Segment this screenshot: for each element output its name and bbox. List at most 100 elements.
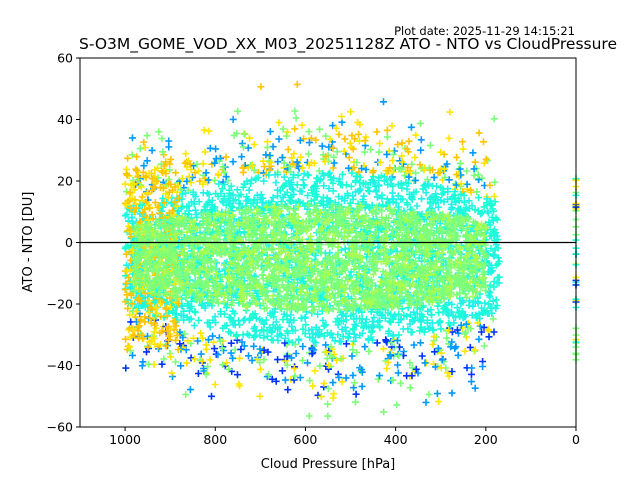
scatter-point [466,278,474,286]
scatter-point [319,193,327,201]
scatter-point [274,158,282,166]
scatter-point [416,315,424,323]
scatter-point [346,272,354,280]
scatter-point [389,168,397,176]
scatter-point [323,329,331,337]
scatter-point [225,328,233,336]
scatter-point [451,344,459,352]
scatter-point [199,237,207,245]
scatter-point [405,173,413,181]
scatter-point [489,205,497,213]
scatter-point [384,358,392,366]
scatter-point [366,217,374,225]
scatter-point [412,131,420,139]
scatter-point [229,115,237,123]
scatter-point [295,337,303,344]
scatter-point [205,198,213,206]
scatter-point [186,386,194,394]
scatter-point [369,167,377,175]
scatter-point [241,130,249,138]
scatter-point [467,325,475,333]
scatter-point [456,206,464,213]
scatter-point [445,275,453,283]
scatter-point [447,343,455,351]
scatter-point [304,200,312,208]
scatter-point [490,283,498,291]
scatter-point [441,174,449,182]
scatter-point [246,134,253,142]
scatter-point [165,336,173,344]
scatter-point [308,334,316,342]
scatter-point [166,272,174,280]
scatter-point [409,280,417,288]
scatter-point [367,146,375,153]
scatter-point [346,330,354,337]
scatter-point [470,165,478,173]
scatter-point [241,244,249,252]
scatter-point [238,338,246,346]
scatter-point [302,321,310,329]
scatter-point [353,315,360,322]
scatter-point [159,195,167,202]
scatter-point [396,280,404,288]
scatter-point [406,320,414,328]
scatter-point [429,340,437,348]
scatter-point [285,337,293,345]
scatter-point [275,283,283,291]
scatter-point [407,294,415,302]
scatter-point [379,291,387,299]
scatter-point [235,317,243,325]
scatter-point [230,131,238,139]
scatter-point [135,322,143,330]
scatter-point [290,365,298,373]
scatter-point [341,245,349,253]
scatter-point [248,162,256,170]
scatter-point [303,282,311,289]
scatter-point [139,358,147,366]
scatter-point [185,157,193,165]
scatter-point [283,352,291,360]
scatter-point [488,213,496,221]
scatter-point [442,229,450,237]
scatter-point [369,271,377,278]
scatter-point [219,324,227,332]
scatter-point [251,332,259,340]
scatter-point [244,144,252,152]
scatter-point [383,303,391,311]
scatter-point [319,300,327,308]
scatter-point [205,127,213,135]
scatter-point [148,284,155,292]
scatter-point [493,216,501,224]
scatter-point [190,198,198,206]
scatter-point [423,176,431,184]
scatter-point [405,137,413,145]
scatter-point [417,119,424,127]
scatter-point [151,321,159,329]
scatter-point [207,217,215,225]
scatter-point [365,248,373,256]
scatter-point [240,223,248,231]
scatter-point [379,268,387,276]
scatter-point [329,202,337,210]
scatter-point [446,108,454,116]
scatter-point [433,263,441,271]
scatter-point [448,338,456,346]
scatter-point [471,346,479,354]
scatter-point [283,132,291,140]
scatter-point [191,206,199,214]
scatter-point [137,183,145,191]
scatter-point [190,162,198,170]
scatter-point [289,186,297,194]
scatter-point [485,333,493,341]
scatter-point [316,125,324,133]
scatter-point [229,299,237,307]
scatter-point [389,376,397,384]
scatter-point [239,143,247,151]
scatter-point [437,148,445,156]
scatter-point [448,200,455,208]
scatter-point [349,371,357,379]
scatter-point [398,152,406,160]
scatter-point [134,327,142,335]
scatter-point [284,285,291,293]
scatter-point [364,184,372,192]
